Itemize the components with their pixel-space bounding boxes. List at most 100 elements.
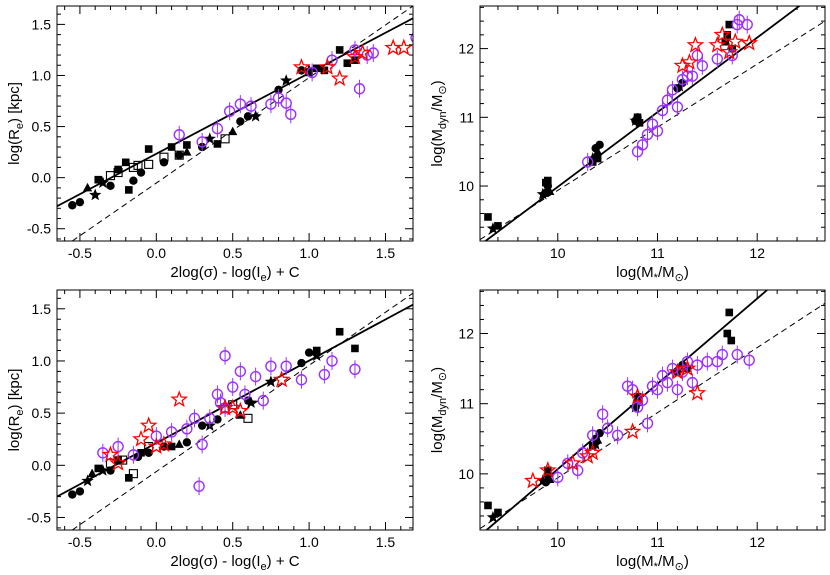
data-point-circle-filled	[136, 168, 146, 177]
data-point-square-filled	[94, 175, 103, 184]
data-point-circle-filled	[75, 197, 85, 207]
data-point-circle-open	[596, 408, 609, 420]
x-tick-label: -0.5	[68, 245, 92, 261]
plot-frame	[479, 5, 826, 242]
data-point-square-filled	[484, 213, 492, 221]
data-point-circle-open	[581, 156, 594, 168]
data-point-triangle-filled	[228, 126, 238, 136]
data-point-star-open	[272, 370, 291, 388]
y-tick-label: 1.5	[32, 16, 52, 32]
data-point-circle-open	[562, 457, 574, 470]
data-point-square-filled	[494, 508, 502, 517]
data-point-star-open	[231, 401, 250, 419]
y-tick-label: 12	[458, 41, 474, 57]
x-tick-label: 11	[650, 534, 665, 550]
data-point-circle-filled	[304, 348, 314, 357]
data-point-star-filled	[310, 349, 323, 361]
data-point-circle-open	[641, 128, 654, 141]
data-point-star-open	[686, 35, 705, 53]
data-point-square-filled	[144, 145, 153, 153]
data-point-square-filled	[137, 448, 145, 457]
data-point-circle-open	[641, 417, 654, 430]
data-point-circle-filled	[106, 181, 115, 191]
y-axis-label: log(Re) [kpc]	[6, 82, 26, 165]
data-point-star-filled	[486, 222, 500, 234]
y-tick-label: 1.5	[32, 301, 52, 317]
data-point-circle-open	[716, 348, 728, 361]
data-point-triangle-filled	[87, 468, 97, 478]
data-point-circle-open	[349, 363, 361, 376]
data-point-circle-open	[318, 368, 331, 381]
data-point-circle-open	[188, 412, 201, 425]
data-point-circle-open	[211, 122, 224, 135]
data-point-circle-open	[295, 374, 308, 386]
y-tick-label: -0.5	[27, 221, 51, 237]
data-point-square-filled	[167, 442, 176, 451]
data-point-circle-open	[196, 438, 208, 451]
data-point-circle-open	[686, 70, 699, 82]
plot-area	[57, 292, 413, 530]
data-point-star-open	[394, 38, 413, 56]
data-point-square-filled	[335, 46, 344, 54]
plot-frame	[479, 289, 826, 531]
data-point-square-filled	[167, 143, 176, 151]
data-point-square-filled	[725, 20, 734, 29]
data-point-star-open	[538, 460, 557, 478]
data-point-square-filled	[494, 222, 502, 230]
data-point-star-open	[155, 435, 173, 453]
data-point-circle-open	[112, 440, 124, 453]
y-tick-label: 1.0	[32, 67, 52, 83]
data-point-circle-open	[661, 94, 674, 106]
y-tick-label: 0.0	[32, 170, 52, 186]
data-point-square-filled	[727, 336, 736, 345]
data-point-circle-open	[306, 66, 318, 79]
y-tick-label: 0.0	[32, 457, 52, 473]
data-point-circle-open	[249, 370, 262, 383]
data-point-star-filled	[629, 400, 642, 413]
y-axis-label: log(Mdyn/M⊙)	[429, 80, 449, 166]
data-point-square-filled	[94, 464, 103, 473]
data-point-star-filled	[89, 188, 102, 201]
data-point-circle-open	[196, 136, 208, 148]
data-point-star-filled	[280, 74, 293, 86]
data-point-star-filled	[96, 176, 110, 189]
data-point-circle-open	[611, 429, 624, 441]
data-point-star-open	[668, 362, 687, 380]
x-tick-label: 0.5	[223, 534, 243, 550]
data-point-circle-open	[234, 365, 247, 378]
data-point-square-open	[128, 469, 138, 479]
data-point-star-filled	[629, 114, 642, 127]
data-point-circle-open	[165, 426, 178, 438]
data-point-circle-open	[173, 129, 185, 141]
panel-bottom-left: -0.5 0.0 0.5 1.0 1.5 -0.5 0.0 0.5 1.0 1.5 2log(σ) …	[6, 289, 414, 573]
data-point-circle-filled	[75, 487, 85, 496]
data-point-circle-open	[651, 125, 664, 137]
data-point-circle-filled	[175, 150, 184, 160]
data-point-circle-open	[272, 92, 285, 104]
data-point-circle-open	[219, 350, 231, 362]
data-point-circle-open	[731, 348, 743, 361]
data-point-circle-open	[353, 83, 366, 95]
data-point-circle-filled	[197, 421, 207, 430]
data-point-star-filled	[586, 152, 599, 164]
data-point-star-open	[132, 429, 150, 447]
x-tick-label: 10	[550, 245, 566, 261]
y-tick-label: 10	[458, 178, 474, 194]
data-point-triangle-filled	[545, 186, 555, 196]
data-point-triangle-filled	[82, 182, 93, 192]
x-tick-label: 12	[749, 245, 765, 261]
data-point-circle-open	[726, 49, 738, 62]
data-point-triangle-filled	[174, 439, 184, 448]
data-point-circle-open	[245, 100, 257, 112]
data-point-square-filled	[213, 140, 222, 148]
x-tick-label: 0.0	[147, 534, 167, 550]
data-point-star-open	[139, 416, 158, 434]
data-point-circle-filled	[243, 112, 253, 121]
data-point-circle-filled	[129, 176, 138, 185]
data-point-circle-open	[572, 464, 584, 477]
data-point-star-open	[318, 57, 337, 75]
data-point-circle-open	[651, 383, 664, 396]
data-point-circle-open	[257, 394, 269, 407]
plot-frame	[56, 289, 414, 531]
y-tick-label: 1.0	[32, 353, 52, 369]
